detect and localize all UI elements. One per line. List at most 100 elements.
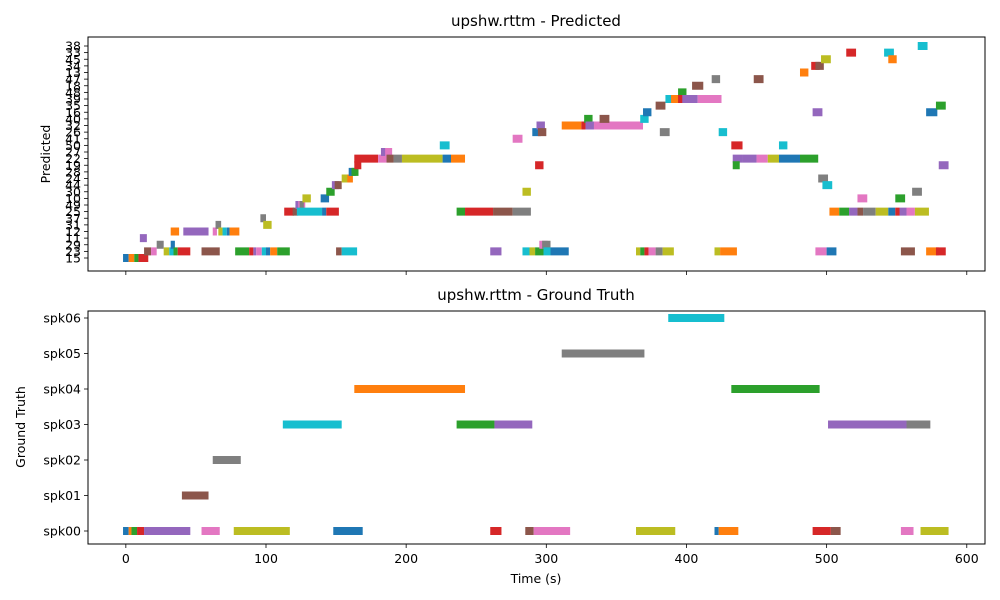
- segment-bar: [451, 154, 466, 163]
- segment-bar: [888, 55, 897, 64]
- y-tick-label: spk06: [43, 311, 81, 326]
- segment-bar: [535, 247, 544, 256]
- segment-bar: [818, 174, 829, 183]
- ground-truth-panel: upshw.rttm - Ground Truth Ground Truth T…: [13, 286, 986, 586]
- segment-bar: [490, 527, 502, 535]
- segment-bar: [822, 181, 833, 190]
- segment-bar: [261, 247, 266, 256]
- segment-bar: [137, 527, 145, 535]
- segment-bar: [456, 420, 495, 429]
- segment-bar: [561, 121, 582, 130]
- segment-bar: [512, 207, 531, 216]
- segment-bar: [170, 227, 180, 236]
- y-tick-label: spk02: [43, 453, 81, 468]
- segment-bar: [718, 527, 739, 535]
- segment-bar: [163, 247, 170, 256]
- segment-bar: [299, 201, 304, 209]
- x-tick-label: 0: [122, 551, 130, 566]
- segment-bar: [678, 88, 687, 97]
- ground-truth-ylabel: Ground Truth: [13, 386, 28, 468]
- segment-bar: [640, 114, 649, 123]
- segment-bar: [732, 161, 740, 170]
- segment-bar: [401, 154, 443, 163]
- segment-bar: [678, 95, 684, 103]
- segment-bar: [215, 220, 222, 229]
- segment-bar: [123, 254, 129, 262]
- segment-bar: [156, 240, 164, 249]
- segment-bar: [253, 247, 257, 256]
- segment-bar: [218, 227, 223, 236]
- predicted-ticks: 1523291112313725491030442428192227504126…: [65, 39, 968, 275]
- y-tick-label: 16: [65, 105, 81, 120]
- segment-bar: [490, 247, 502, 256]
- y-tick-label: 44: [65, 178, 81, 193]
- segment-bar: [900, 247, 915, 256]
- segment-bar: [899, 207, 907, 216]
- y-tick-label: 38: [65, 39, 81, 54]
- segment-bar: [169, 247, 174, 256]
- segment-bar: [334, 181, 342, 190]
- segment-bar: [201, 527, 220, 535]
- segment-bar: [753, 75, 764, 84]
- y-tick-label: 28: [65, 164, 81, 179]
- segment-bar: [128, 254, 135, 262]
- segment-bar: [926, 247, 939, 256]
- segment-bar: [659, 128, 670, 137]
- y-tick-label: 40: [65, 111, 81, 126]
- segment-bar: [906, 420, 931, 429]
- segment-bar: [830, 527, 841, 535]
- segment-bar: [296, 207, 323, 216]
- segment-bar: [829, 207, 840, 216]
- segment-bar: [593, 121, 644, 130]
- segment-bar: [742, 154, 757, 163]
- segment-bar: [640, 247, 645, 256]
- segment-bar: [778, 141, 788, 150]
- segment-bar: [354, 161, 362, 170]
- segment-bar: [644, 247, 649, 256]
- segment-bar: [525, 527, 534, 535]
- segment-bar: [493, 207, 513, 216]
- segment-bar: [920, 527, 949, 535]
- y-tick-label: 29: [65, 237, 81, 252]
- segment-bar: [648, 247, 656, 256]
- segment-bar: [665, 95, 674, 103]
- predicted-plot-frame: [87, 36, 986, 272]
- segment-bar: [320, 194, 330, 203]
- segment-bar: [799, 68, 809, 77]
- segment-bar: [139, 234, 147, 243]
- y-tick-label: 37: [65, 211, 81, 226]
- segment-bar: [714, 247, 721, 256]
- segment-bar: [826, 247, 837, 256]
- segment-bar: [263, 220, 272, 229]
- predicted-ylabel: Predicted: [38, 125, 53, 184]
- segment-bar: [863, 207, 876, 216]
- segment-bar: [532, 128, 541, 137]
- ground-truth-plot-frame: [87, 310, 986, 545]
- segment-bar: [636, 247, 641, 256]
- segment-bar: [177, 247, 191, 256]
- segment-bar: [799, 154, 819, 163]
- segment-bar: [354, 385, 466, 393]
- segment-bar: [895, 194, 906, 203]
- segment-bar: [380, 148, 388, 156]
- segment-bar: [439, 141, 450, 150]
- y-tick-label: 45: [65, 52, 81, 67]
- segment-bar: [912, 187, 922, 196]
- segment-bar: [326, 207, 339, 216]
- segment-bar: [277, 247, 290, 256]
- segment-bar: [212, 456, 241, 464]
- y-tick-label: spk03: [43, 417, 81, 432]
- segment-bar: [212, 227, 217, 236]
- segment-bar: [333, 527, 363, 535]
- segment-bar: [655, 101, 666, 110]
- segment-bar: [341, 174, 351, 183]
- segment-bar: [655, 247, 663, 256]
- segment-bar: [378, 154, 387, 163]
- predicted-segments: [123, 42, 949, 262]
- x-tick-label: 300: [534, 551, 558, 566]
- segment-bar: [875, 207, 889, 216]
- segment-bar: [138, 254, 149, 262]
- segment-bar: [888, 207, 896, 216]
- segment-bar: [731, 141, 743, 150]
